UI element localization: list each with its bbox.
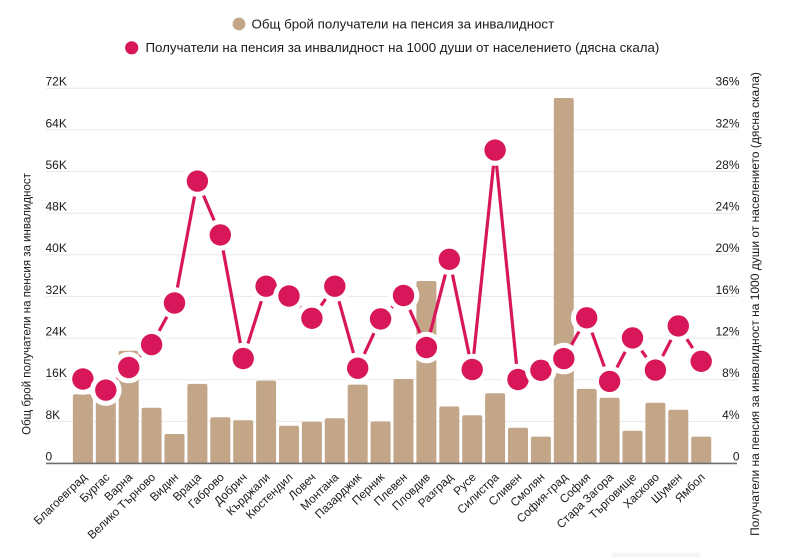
svg-text:12%: 12%	[715, 325, 739, 339]
svg-text:Общ брой получатели на пенсия: Общ брой получатели на пенсия за инвалид…	[252, 16, 555, 31]
svg-text:32%: 32%	[715, 116, 739, 130]
svg-text:36%: 36%	[715, 75, 739, 89]
svg-text:72K: 72K	[46, 75, 67, 89]
svg-text:40K: 40K	[46, 241, 67, 255]
svg-text:32K: 32K	[46, 283, 67, 297]
svg-text:16%: 16%	[715, 283, 739, 297]
svg-text:Общ брой получатели на пенсия: Общ брой получатели на пенсия за инвалид…	[22, 172, 34, 434]
svg-text:24%: 24%	[715, 200, 739, 214]
svg-text:4%: 4%	[722, 408, 740, 422]
svg-text:8K: 8K	[46, 408, 61, 422]
svg-text:Получатели на пенсия за инвали: Получатели на пенсия за инвалидност на 1…	[146, 40, 660, 55]
svg-text:28%: 28%	[715, 158, 739, 172]
svg-text:0: 0	[733, 449, 740, 463]
svg-text:0: 0	[46, 449, 53, 463]
svg-text:56K: 56K	[46, 158, 67, 172]
svg-text:8%: 8%	[722, 366, 740, 380]
svg-text:16K: 16K	[46, 366, 67, 380]
svg-text:Получатели на пенсия за инвали: Получатели на пенсия за инвалидност на 1…	[748, 72, 762, 536]
svg-text:48K: 48K	[46, 200, 67, 214]
svg-text:24K: 24K	[46, 325, 67, 339]
svg-text:64K: 64K	[46, 116, 67, 130]
svg-text:20%: 20%	[715, 241, 739, 255]
